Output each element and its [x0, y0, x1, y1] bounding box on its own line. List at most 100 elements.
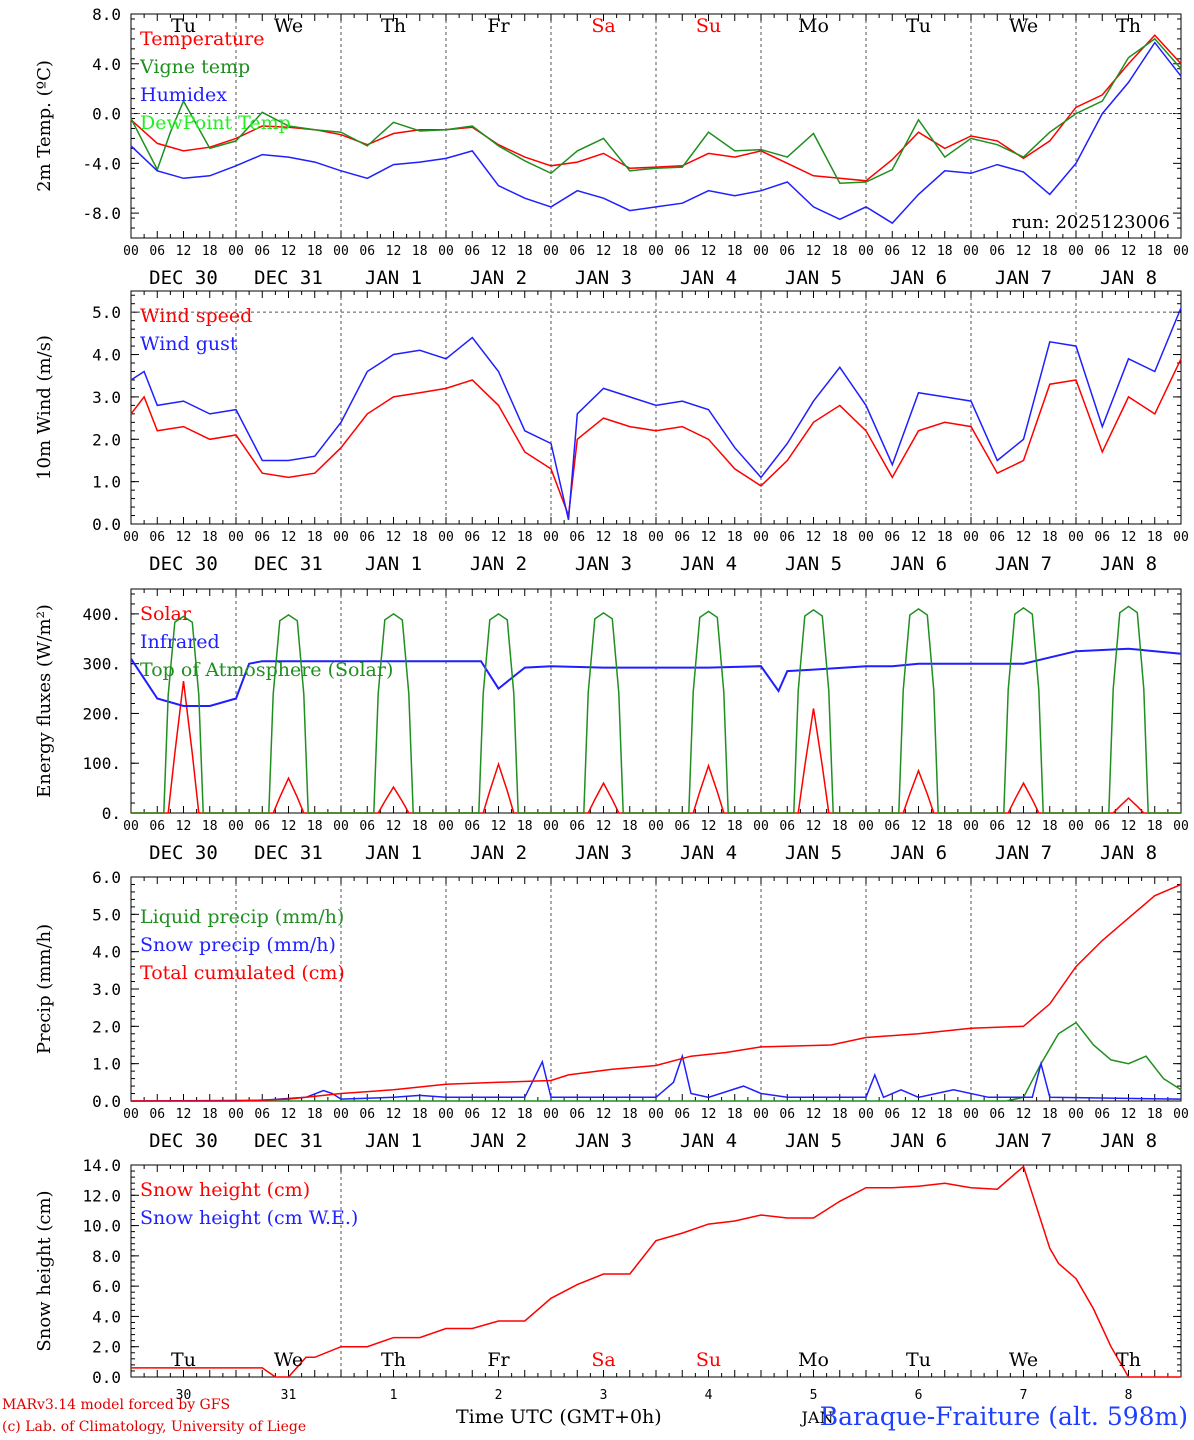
bottom-date-label: 8 [1125, 1388, 1133, 1403]
series-line-humidex [130, 41, 1182, 225]
y-tick-label: 2.0 [92, 1017, 121, 1036]
series-line-wind-gust [130, 307, 1182, 520]
y-tick-label: 8.0 [92, 1247, 121, 1266]
hour-label: 18 [307, 1107, 323, 1122]
date-label: JAN 8 [1100, 1130, 1157, 1152]
hour-label: 18 [1147, 819, 1163, 834]
hour-label: 12 [701, 530, 717, 545]
hour-label: 18 [307, 244, 323, 259]
hour-label: 00 [228, 530, 244, 545]
date-label: JAN 8 [1100, 267, 1157, 289]
hour-label: 00 [333, 244, 349, 259]
hour-label: 06 [569, 819, 585, 834]
hour-label: 12 [281, 244, 297, 259]
hour-label: 18 [202, 819, 218, 834]
hour-label: 12 [911, 244, 927, 259]
weekday-label: Tu [906, 15, 931, 37]
hour-label: 18 [832, 1107, 848, 1122]
hour-label: 18 [412, 244, 428, 259]
hour-label: 12 [1016, 244, 1032, 259]
date-label: JAN 2 [470, 842, 527, 864]
hour-label: 12 [806, 244, 822, 259]
weekday-label: We [274, 1349, 303, 1371]
date-label: JAN 5 [785, 1130, 842, 1152]
hour-label: 12 [386, 244, 402, 259]
hour-label: 06 [569, 244, 585, 259]
bottom-month-label: JAN [800, 1408, 834, 1427]
panel-wind: 0.0 1.0 2.0 3.0 4.0 5.0 10m Wind (m/s) 00 06 12 18… [34, 290, 1189, 575]
hour-label: 00 [753, 244, 769, 259]
date-label: JAN 4 [680, 1130, 737, 1152]
date-label: JAN 3 [575, 553, 632, 575]
date-label: JAN 5 [785, 842, 842, 864]
hour-label: 12 [386, 1107, 402, 1122]
hour-label: 12 [1016, 819, 1032, 834]
station-title: Baraque-Fraiture (alt. 598m) [819, 1402, 1188, 1431]
date-label: JAN 7 [995, 553, 1052, 575]
hour-label: 06 [359, 244, 375, 259]
weekday-label: Th [381, 1349, 406, 1371]
weekday-label: Tu [171, 15, 196, 37]
hour-label: 00 [123, 530, 139, 545]
hour-label: 18 [832, 530, 848, 545]
hour-label: 06 [1094, 530, 1110, 545]
date-label: JAN 2 [470, 267, 527, 289]
hour-label: 12 [491, 1107, 507, 1122]
hour-label: 00 [228, 1107, 244, 1122]
y-tick-label: 4.0 [92, 1307, 121, 1326]
hour-label: 06 [989, 819, 1005, 834]
hour-label: 12 [596, 244, 612, 259]
y-tick-label: 6.0 [92, 1277, 121, 1296]
hour-label: 12 [176, 819, 192, 834]
date-label: JAN 2 [470, 553, 527, 575]
hour-label: 00 [1068, 1107, 1084, 1122]
weekday-label: Sa [591, 1349, 615, 1371]
hour-label: 12 [176, 244, 192, 259]
date-label: JAN 3 [575, 1130, 632, 1152]
date-label: JAN 6 [890, 553, 947, 575]
date-label: JAN 6 [890, 267, 947, 289]
date-label: JAN 3 [575, 842, 632, 864]
hour-label: 06 [779, 819, 795, 834]
hour-label: 18 [1042, 1107, 1058, 1122]
panel-precip: 0.0 1.0 2.0 3.0 4.0 5.0 6.0 Precip (mm/h) 00 06 12… [34, 868, 1189, 1152]
hour-label: 18 [1147, 1107, 1163, 1122]
hour-label: 12 [1016, 1107, 1032, 1122]
credit-lab: (c) Lab. of Climatology, University of L… [2, 1419, 307, 1435]
y-tick-label: 0.0 [92, 515, 121, 534]
hour-label: 12 [701, 819, 717, 834]
hour-label: 06 [884, 1107, 900, 1122]
y-axis-label: Energy fluxes (W/m²) [34, 604, 55, 798]
legend-entry: Humidex [140, 84, 227, 106]
hour-label: 00 [228, 819, 244, 834]
hour-label: 00 [858, 244, 874, 259]
hour-label: 12 [281, 819, 297, 834]
hour-label: 18 [517, 819, 533, 834]
series-line-wind-speed [130, 358, 1182, 516]
hour-label: 00 [858, 1107, 874, 1122]
hour-label: 06 [989, 244, 1005, 259]
date-label: DEC 31 [254, 267, 323, 289]
hour-label: 12 [491, 244, 507, 259]
y-tick-label: 0.0 [92, 105, 121, 124]
date-label: JAN 5 [785, 553, 842, 575]
date-label: JAN 4 [680, 842, 737, 864]
hour-label: 18 [517, 1107, 533, 1122]
hour-label: 18 [937, 530, 953, 545]
date-label: JAN 7 [995, 267, 1052, 289]
weekday-label: Su [696, 15, 721, 37]
legend-entry: Infrared [140, 631, 220, 653]
hour-label: 00 [438, 530, 454, 545]
legend-entry: Wind gust [140, 333, 238, 355]
hour-label: 06 [674, 530, 690, 545]
weekday-label: Sa [591, 15, 615, 37]
y-tick-label: 200. [82, 704, 121, 723]
hour-label: 00 [858, 530, 874, 545]
hour-label: 12 [596, 1107, 612, 1122]
hour-label: 00 [438, 244, 454, 259]
hour-label: 00 [543, 244, 559, 259]
y-tick-label: 5.0 [92, 303, 121, 322]
hour-label: 00 [438, 1107, 454, 1122]
weekday-label: We [1009, 1349, 1038, 1371]
weekday-label: Th [1116, 1349, 1141, 1371]
